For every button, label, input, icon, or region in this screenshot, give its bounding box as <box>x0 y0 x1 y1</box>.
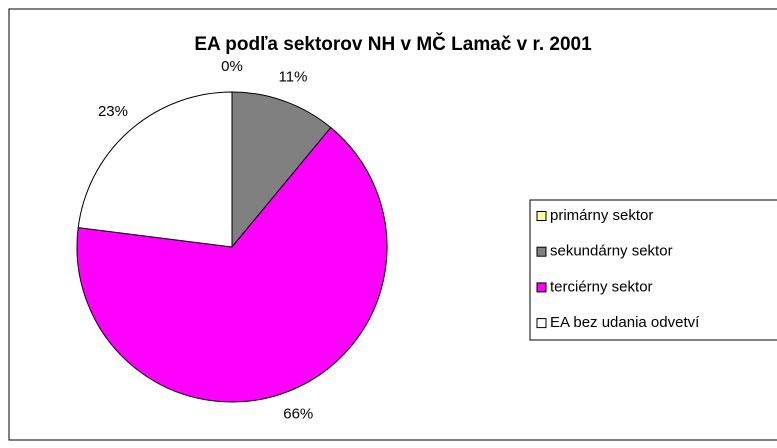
data-label: 66% <box>283 405 313 422</box>
legend-label: EA bez udania odvetví <box>550 314 700 331</box>
chart-title: EA podľa sektorov NH v MČ Lamač v r. 200… <box>194 33 592 55</box>
legend-label: sekundárny sektor <box>550 243 673 260</box>
legend-swatch <box>536 246 547 257</box>
legend-swatch <box>536 282 547 293</box>
legend-swatch <box>536 318 547 329</box>
data-label: 11% <box>279 69 308 86</box>
pie-slice <box>231 91 332 249</box>
legend-swatch <box>536 211 547 221</box>
data-label: 23% <box>98 103 128 120</box>
data-label: 0% <box>221 58 243 75</box>
pie-slice <box>76 126 388 403</box>
legend-label: terciérny sektor <box>550 278 653 295</box>
legend-box <box>529 199 777 341</box>
pie-slice <box>77 91 233 248</box>
legend-label: primárny sektor <box>550 207 653 224</box>
